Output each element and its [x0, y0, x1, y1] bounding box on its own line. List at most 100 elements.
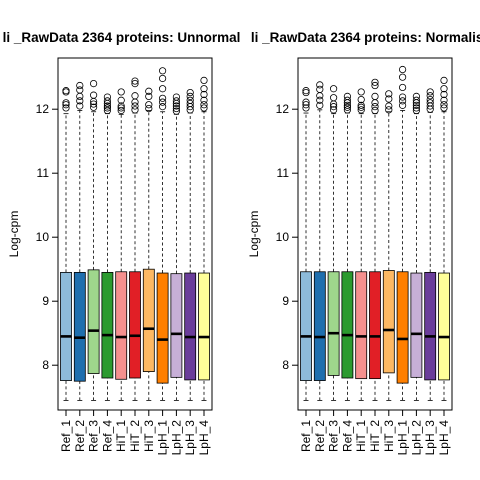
outlier-point — [316, 101, 324, 109]
outlier-point — [343, 106, 352, 114]
outlier-point — [103, 104, 112, 112]
box-body — [424, 271, 437, 381]
y-tick-label: 11 — [37, 166, 50, 180]
box-body — [101, 271, 114, 379]
box-body — [87, 269, 100, 374]
box-Ref_2: Ref_2 — [73, 81, 87, 452]
box-HiT_2: HiT_2 — [128, 77, 142, 452]
outlier-point — [158, 85, 167, 93]
outlier-point — [145, 87, 153, 95]
outlier-point — [371, 81, 379, 90]
outlier-point — [186, 99, 194, 108]
outlier-point — [412, 104, 420, 112]
outlier-point — [330, 94, 338, 102]
outlier-point — [398, 65, 407, 74]
outlier-point — [385, 90, 393, 98]
outlier-point — [158, 103, 167, 111]
x-tick-label: LpH_3 — [183, 420, 197, 456]
box-LpH_3: LpH_3 — [183, 88, 197, 456]
outlier-point — [131, 92, 139, 100]
box-LpH_2: LpH_2 — [169, 93, 183, 455]
outlier-point — [103, 97, 112, 105]
outlier-point — [343, 92, 352, 101]
outlier-point — [131, 80, 139, 88]
outlier-point — [200, 101, 208, 109]
outlier-point — [440, 101, 448, 109]
outlier-point — [398, 97, 407, 105]
x-tick-label: LpH_4 — [197, 420, 211, 456]
outlier-point — [330, 85, 338, 93]
outlier-point — [90, 91, 98, 99]
outlier-point — [385, 102, 393, 110]
box-body — [60, 271, 72, 381]
outlier-point — [103, 93, 112, 101]
box-Ref_1: Ref_1 — [59, 87, 73, 452]
outlier-point — [398, 93, 407, 101]
outlier-point — [426, 88, 434, 96]
box-LpH_1: LpH_1 — [156, 67, 170, 456]
outlier-point — [302, 98, 310, 106]
box-HiT_3: HiT_3 — [382, 90, 396, 452]
outlier-point — [62, 99, 70, 107]
box-body — [300, 271, 312, 381]
outlier-point — [186, 92, 194, 101]
outlier-point — [357, 96, 365, 104]
outlier-point — [186, 88, 194, 97]
y-tick-label: 8 — [42, 358, 49, 372]
outlier-point — [398, 83, 407, 92]
outlier-point — [131, 102, 139, 110]
chart-title: li _RawData 2364 proteins: Unnormalised — [3, 30, 268, 45]
x-tick-label: Ref_3 — [327, 420, 341, 452]
outlier-point — [76, 102, 84, 110]
y-tick-label: 10 — [36, 230, 50, 244]
box-body — [170, 273, 183, 378]
x-tick-label: HiT_2 — [368, 420, 382, 452]
y-tick-label: 10 — [276, 230, 290, 244]
outlier-point — [200, 96, 208, 104]
outlier-point — [200, 76, 208, 85]
box-Ref_3: Ref_3 — [327, 85, 341, 452]
outlier-point — [90, 103, 98, 111]
x-tick-label: LpH_2 — [409, 420, 423, 456]
outlier-point — [172, 107, 180, 115]
outlier-point — [158, 98, 167, 106]
box-HiT_2: HiT_2 — [368, 78, 382, 452]
box-body — [73, 271, 86, 382]
outlier-point — [302, 88, 310, 97]
outlier-point — [145, 101, 153, 109]
outlier-point — [426, 92, 434, 100]
outlier-point — [76, 81, 84, 90]
outlier-point — [76, 86, 84, 94]
outlier-point — [330, 103, 338, 111]
y-tick-label: 11 — [277, 166, 290, 180]
outlier-point — [117, 106, 125, 115]
x-tick-label: Ref_1 — [299, 420, 313, 452]
box-body — [438, 272, 450, 381]
outlier-point — [200, 104, 208, 112]
x-tick-label: LpH_1 — [156, 420, 170, 456]
y-tick-label: 9 — [42, 294, 49, 308]
outlier-point — [200, 90, 208, 99]
outlier-point — [62, 101, 70, 109]
box-body — [327, 271, 340, 376]
outlier-point — [302, 87, 310, 95]
y-tick-label: 8 — [282, 358, 289, 372]
box-body — [396, 271, 409, 384]
y-tick-label: 9 — [282, 294, 289, 308]
chart-title: li _RawData 2364 proteins: Normalised — [251, 30, 480, 45]
outlier-point — [412, 92, 420, 101]
x-tick-label: Ref_3 — [87, 420, 101, 452]
outlier-point — [412, 106, 420, 115]
outlier-point — [172, 93, 180, 101]
chart-panel-2: li _RawData 2364 proteins: Normalised 8 9 1… — [247, 30, 480, 455]
outlier-point — [200, 85, 208, 93]
x-tick-label: Ref_4 — [340, 420, 354, 452]
outlier-point — [117, 88, 125, 96]
outlier-point — [145, 104, 153, 113]
x-tick-label: HiT_3 — [382, 420, 396, 452]
box-HiT_3: HiT_3 — [142, 87, 156, 452]
box-body — [410, 272, 423, 378]
x-tick-label: HiT_1 — [354, 420, 368, 452]
x-tick-label: HiT_2 — [128, 420, 142, 452]
y-tick-label: 12 — [276, 102, 290, 116]
